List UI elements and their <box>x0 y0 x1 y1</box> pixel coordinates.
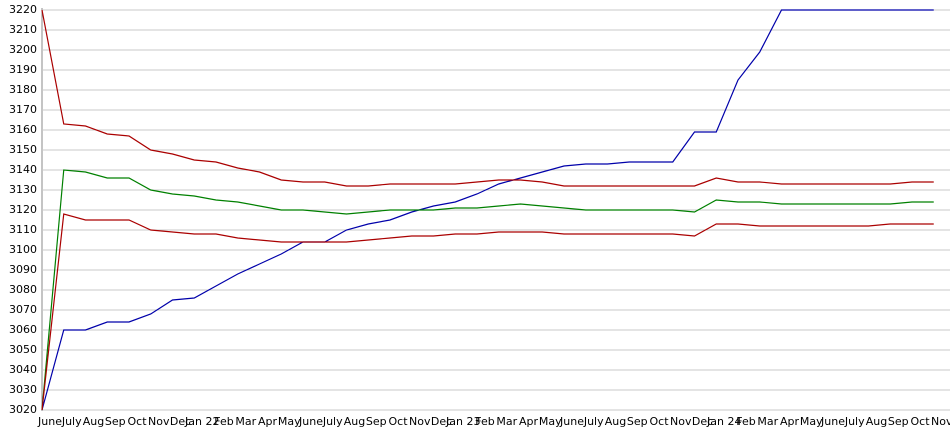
series-line <box>41 9 934 411</box>
x-tick-label: June <box>820 415 845 428</box>
x-tick-label: Feb <box>214 415 233 428</box>
series-line <box>41 213 934 411</box>
y-tick-label: 3040 <box>9 363 37 376</box>
y-tick-label: 3020 <box>9 403 37 416</box>
y-tick-label: 3090 <box>9 263 37 276</box>
y-tick-label: 3220 <box>9 3 37 16</box>
x-tick-label: Aug <box>344 415 365 428</box>
y-tick-label: 3160 <box>9 123 37 136</box>
x-tick-label: July <box>322 415 343 428</box>
y-tick-label: 3200 <box>9 43 37 56</box>
y-tick-label: 3210 <box>9 23 37 36</box>
y-tick-label: 3080 <box>9 283 37 296</box>
x-tick-label: Jan 22 <box>184 415 219 428</box>
y-tick-label: 3050 <box>9 343 37 356</box>
x-tick-label: Jan 24 <box>706 415 741 428</box>
y-tick-label: 3060 <box>9 323 37 336</box>
y-tick-label: 3190 <box>9 63 37 76</box>
x-tick-label: Jan 23 <box>445 415 480 428</box>
x-tick-label: June <box>37 415 62 428</box>
x-tick-label: July <box>61 415 82 428</box>
x-tick-label: Oct <box>388 415 408 428</box>
x-tick-label: Mar <box>235 415 256 428</box>
x-tick-label: Oct <box>649 415 669 428</box>
x-tick-label: May <box>278 415 301 428</box>
x-tick-label: Nov <box>670 415 692 428</box>
x-tick-label: Nov <box>931 415 950 428</box>
x-tick-label: May <box>539 415 562 428</box>
y-tick-label: 3030 <box>9 383 37 396</box>
series-line <box>41 169 934 411</box>
x-tick-label: July <box>583 415 604 428</box>
y-tick-label: 3140 <box>9 163 37 176</box>
y-tick-label: 3110 <box>9 223 37 236</box>
x-tick-label: Sep <box>888 415 909 428</box>
x-tick-label: Feb <box>475 415 494 428</box>
y-tick-label: 3070 <box>9 303 37 316</box>
x-tick-label: Oct <box>910 415 930 428</box>
x-tick-label: Apr <box>780 415 800 428</box>
series-line <box>41 9 934 187</box>
x-tick-label: Dec <box>692 415 713 428</box>
x-tick-label: Aug <box>866 415 887 428</box>
y-tick-label: 3130 <box>9 183 37 196</box>
x-tick-label: Sep <box>105 415 126 428</box>
x-tick-label: Aug <box>83 415 104 428</box>
x-tick-label: June <box>559 415 584 428</box>
x-tick-label: Feb <box>736 415 755 428</box>
x-tick-label: Nov <box>409 415 431 428</box>
x-tick-label: Sep <box>366 415 387 428</box>
x-tick-label: June <box>298 415 323 428</box>
x-tick-label: Dec <box>170 415 191 428</box>
x-tick-label: July <box>844 415 865 428</box>
y-tick-label: 3120 <box>9 203 37 216</box>
y-tick-label: 3170 <box>9 103 37 116</box>
x-tick-label: Mar <box>757 415 778 428</box>
x-tick-label: Dec <box>431 415 452 428</box>
x-tick-label: Nov <box>148 415 170 428</box>
x-tick-label: Apr <box>258 415 278 428</box>
y-tick-label: 3180 <box>9 83 37 96</box>
x-tick-label: Sep <box>627 415 648 428</box>
x-tick-label: May <box>800 415 823 428</box>
y-tick-label: 3150 <box>9 143 37 156</box>
x-tick-label: Oct <box>127 415 147 428</box>
x-tick-label: Mar <box>496 415 517 428</box>
x-tick-label: Apr <box>519 415 539 428</box>
x-tick-label: Aug <box>605 415 626 428</box>
y-tick-label: 3100 <box>9 243 37 256</box>
